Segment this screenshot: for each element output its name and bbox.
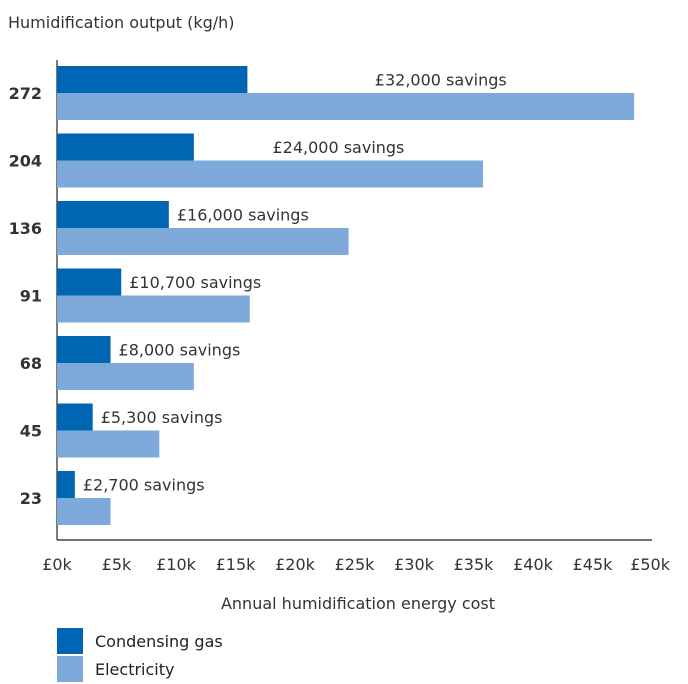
gas-bar-45	[57, 403, 93, 431]
x-tick-label: £35k	[454, 555, 495, 574]
gas-bar-23	[57, 471, 75, 498]
savings-annotation-91: £10,700 savings	[129, 273, 261, 292]
legend-swatch-gas	[57, 628, 83, 654]
category-label-136: 136	[9, 219, 42, 238]
legend-swatch-electricity	[57, 656, 83, 682]
x-tick-label: £40k	[513, 555, 554, 574]
savings-annotation-204: £24,000 savings	[272, 138, 404, 157]
electricity-bar-272	[57, 93, 635, 120]
x-tick-label: £25k	[335, 555, 376, 574]
category-labels: 272 204 136 91 68 45 23	[9, 84, 42, 508]
category-label-204: 204	[9, 152, 42, 171]
x-tick-label: £10k	[156, 555, 197, 574]
category-label-68: 68	[20, 354, 42, 373]
gas-bar-204	[57, 133, 194, 161]
gas-bar-91	[57, 268, 122, 296]
savings-annotations: £32,000 savings £24,000 savings £16,000 sa…	[83, 71, 507, 495]
legend-label-electricity: Electricity	[95, 660, 174, 679]
category-label-91: 91	[20, 287, 42, 306]
electricity-bar-91	[57, 295, 250, 323]
x-tick-label: £20k	[275, 555, 316, 574]
category-label-45: 45	[20, 422, 42, 441]
x-tick-label: £45k	[573, 555, 614, 574]
gas-bar-136	[57, 201, 169, 228]
savings-annotation-23: £2,700 savings	[83, 476, 205, 495]
electricity-bar-136	[57, 228, 349, 255]
x-tick-label: £0k	[42, 555, 72, 574]
x-tick-label: £30k	[394, 555, 435, 574]
legend: Condensing gas Electricity	[57, 628, 223, 682]
x-tick-labels: £0k £5k £10k £15k £20k £25k £30k £35k £40k £45k £5…	[42, 555, 671, 574]
x-tick-label: £5k	[102, 555, 132, 574]
y-axis-title: Humidification output (kg/h)	[8, 13, 235, 32]
category-label-272: 272	[9, 84, 42, 103]
x-tick-label: £50k	[630, 555, 671, 574]
electricity-bar-68	[57, 363, 194, 390]
electricity-bar-45	[57, 430, 160, 458]
electricity-bar-23	[57, 498, 111, 525]
gas-bar-68	[57, 336, 111, 363]
x-axis-title: Annual humidification energy cost	[221, 594, 495, 613]
gas-bar-272	[57, 66, 248, 93]
savings-annotation-68: £8,000 savings	[119, 341, 241, 360]
legend-label-gas: Condensing gas	[95, 632, 223, 651]
bars	[57, 66, 635, 525]
category-label-23: 23	[20, 489, 42, 508]
x-tick-label: £15k	[216, 555, 257, 574]
savings-annotation-272: £32,000 savings	[375, 71, 507, 90]
savings-annotation-45: £5,300 savings	[101, 408, 223, 427]
electricity-bar-204	[57, 160, 484, 188]
savings-annotation-136: £16,000 savings	[177, 206, 309, 225]
